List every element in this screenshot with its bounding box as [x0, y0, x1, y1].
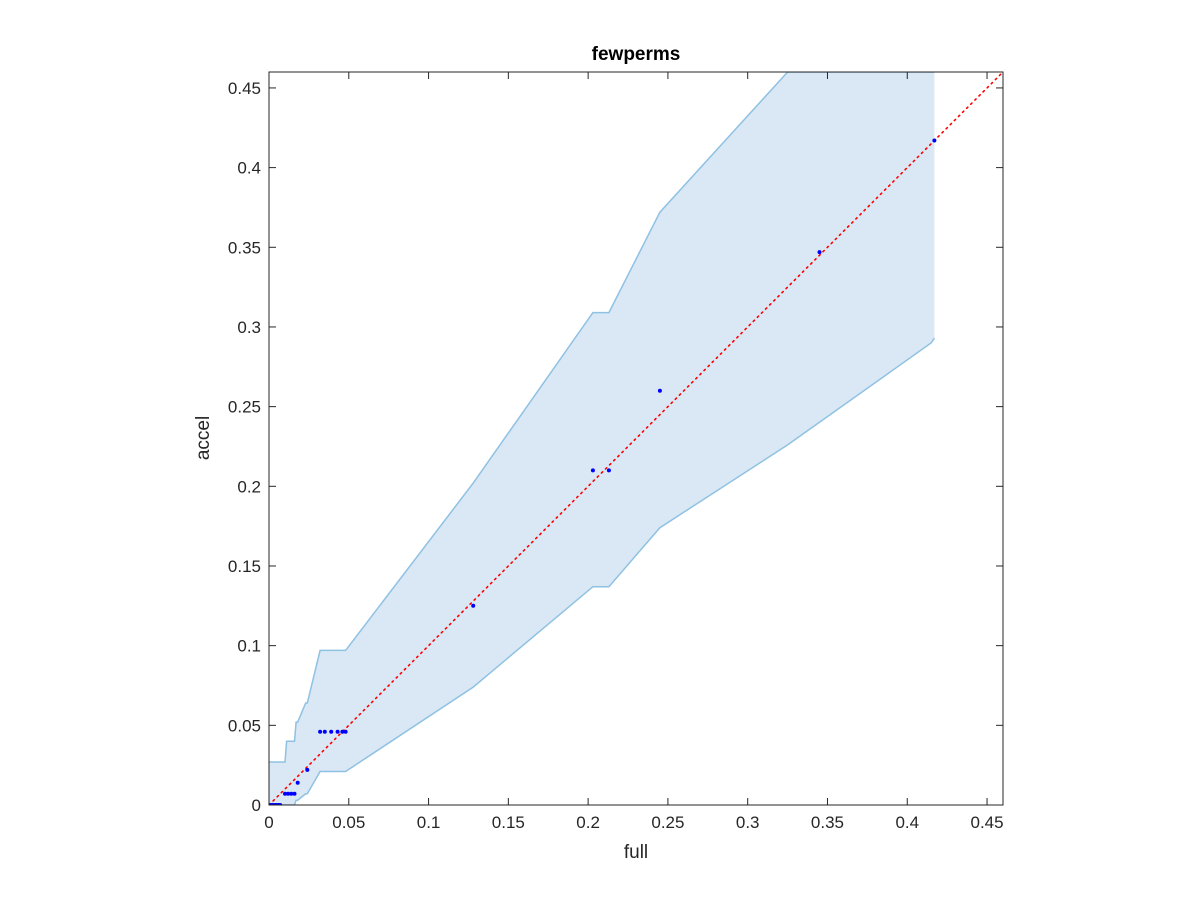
y-tick-label: 0.05	[228, 716, 261, 735]
y-tick-label: 0.4	[237, 159, 261, 178]
axes-box	[268, 71, 1004, 806]
x-tick-label: 0.35	[811, 813, 844, 832]
x-tick-label: 0.45	[970, 813, 1003, 832]
data-point	[283, 791, 287, 796]
data-point	[295, 780, 300, 785]
x-axis-label: full	[624, 842, 648, 863]
y-axis-label: accel	[193, 416, 214, 460]
y-tick-label: 0.3	[237, 318, 261, 337]
data-point	[471, 603, 476, 608]
x-tick-label: 0.2	[576, 813, 600, 832]
x-tick-label: 0.15	[492, 813, 525, 832]
data-point	[305, 767, 310, 772]
data-point	[657, 388, 662, 393]
confidence-band-fill	[269, 72, 935, 805]
y-tick-label: 0.25	[228, 398, 261, 417]
y-tick-label: 0.35	[228, 238, 261, 257]
data-point	[335, 729, 340, 734]
data-point	[286, 791, 291, 796]
y-tick-label: 0.2	[237, 477, 261, 496]
y-tick-label: 0.1	[237, 637, 261, 656]
y-tick-label: 0.45	[228, 79, 261, 98]
data-point	[292, 791, 297, 796]
data-point	[343, 729, 348, 734]
data-point	[606, 468, 611, 473]
x-tick-label: 0.25	[651, 813, 684, 832]
data-point	[340, 729, 345, 734]
x-tick-label: 0.3	[736, 813, 760, 832]
x-tick-label: 0.4	[895, 813, 919, 832]
x-tick-label: 0.05	[332, 813, 365, 832]
x-tick-label: 0.1	[417, 813, 441, 832]
x-tick-label: 0	[264, 813, 273, 832]
band-lower-line	[269, 337, 936, 805]
data-point	[329, 729, 334, 734]
data-point	[289, 791, 294, 796]
chart-title: fewperms	[592, 44, 681, 65]
y-tick-label: 0	[252, 796, 261, 815]
y-tick-label: 0.15	[228, 557, 261, 576]
data-point	[932, 138, 937, 143]
data-point	[590, 468, 595, 473]
data-point	[318, 729, 323, 734]
reference-line	[269, 72, 1003, 805]
data-point	[817, 250, 822, 255]
data-point	[322, 729, 327, 734]
band-upper-line	[269, 72, 935, 763]
